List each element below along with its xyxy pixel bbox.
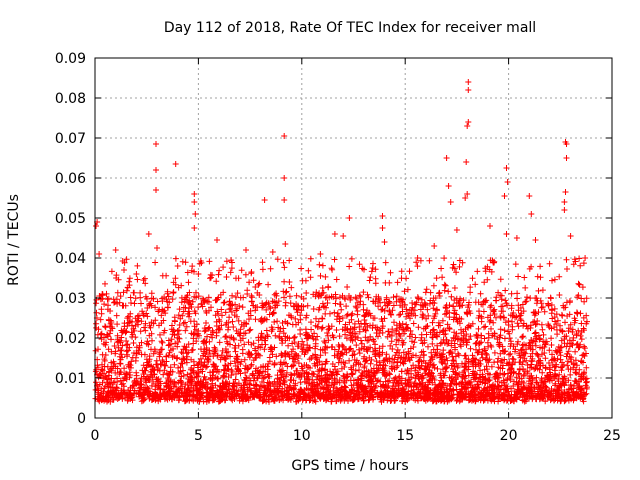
y-tick-label: 0.08	[55, 91, 86, 107]
y-tick-label: 0.04	[55, 251, 86, 267]
chart-title: Day 112 of 2018, Rate Of TEC Index for r…	[164, 20, 536, 36]
y-tick-label: 0.03	[55, 291, 86, 307]
y-axis-ticks: 0 0.01 0.02 0.03 0.04 0.05 0.06 0.07 0.08 0.09	[55, 51, 612, 427]
y-tick-label: 0.01	[55, 371, 86, 387]
y-tick-label: 0.05	[55, 211, 86, 227]
x-tick-label: 25	[603, 428, 621, 444]
x-axis-label: GPS time / hours	[291, 458, 408, 474]
y-axis-label: ROTI / TECUs	[6, 194, 22, 286]
y-tick-label: 0.06	[55, 171, 86, 187]
roti-point-cloud	[92, 79, 590, 405]
y-tick-label: 0.09	[55, 51, 86, 67]
x-tick-label: 20	[500, 428, 518, 444]
plot-frame	[94, 57, 613, 419]
y-tick-label: 0.07	[55, 131, 86, 147]
x-tick-label: 15	[396, 428, 414, 444]
x-axis-ticks: 0 5 10 15 20 25	[91, 58, 621, 444]
y-tick-label: 0	[77, 411, 86, 427]
y-tick-label: 0.02	[55, 331, 86, 347]
x-tick-label: 10	[293, 428, 311, 444]
x-tick-label: 0	[91, 428, 100, 444]
roti-data-points	[92, 79, 590, 405]
x-tick-label: 5	[194, 428, 203, 444]
